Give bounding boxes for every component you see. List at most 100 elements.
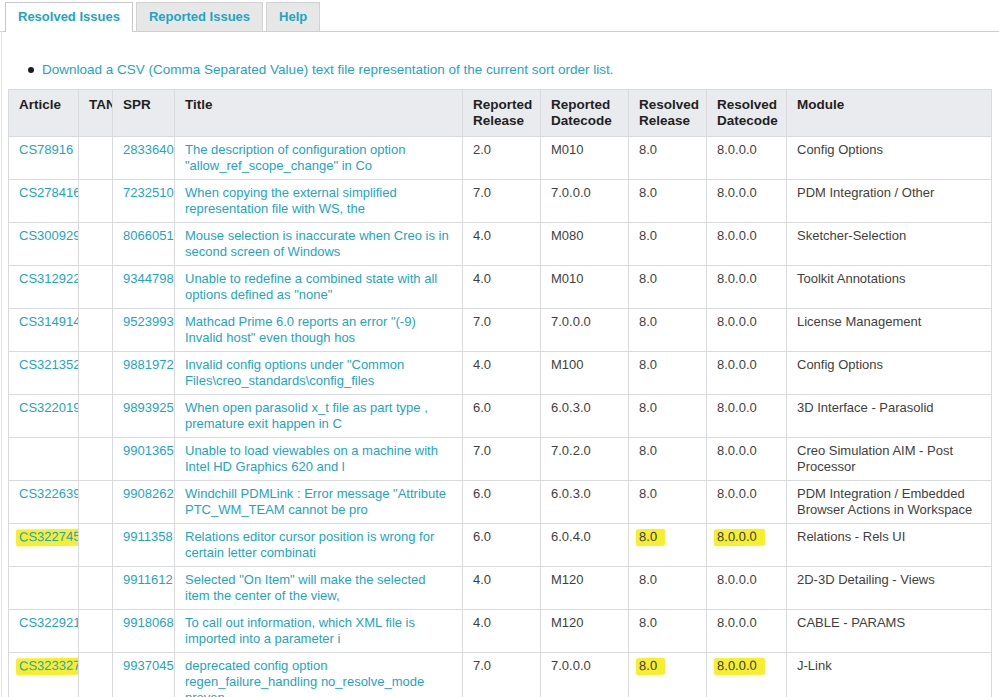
title-text[interactable]: Windchill PDMLink : Error message "Attri… (185, 486, 446, 517)
article-text[interactable]: CS322639 (19, 486, 79, 501)
article-text[interactable]: CS314914 (19, 314, 79, 329)
csv-download-link[interactable]: Download a CSV (Comma Separated Value) t… (42, 62, 614, 77)
title-text[interactable]: The description of configuration option … (185, 142, 405, 173)
spr-cell[interactable]: 9523993 (113, 309, 175, 352)
article-cell[interactable]: CS300929 (9, 223, 79, 266)
title-cell[interactable]: Invalid config options under "Common Fil… (175, 352, 463, 395)
spr-cell[interactable]: 9937045 (113, 653, 175, 697)
resolved-release-cell: 8.0 (629, 610, 707, 653)
spr-text[interactable]: 9911612 (123, 572, 173, 587)
article-cell[interactable]: CS312922 (9, 266, 79, 309)
reported-datecode-cell: M080 (541, 223, 629, 266)
spr-text[interactable]: 9908262 (123, 486, 174, 501)
article-cell[interactable]: CS322921 (9, 610, 79, 653)
spr-text[interactable]: 9344798 (123, 271, 174, 286)
column-header-module[interactable]: Module (787, 90, 992, 137)
title-text[interactable]: Selected "On Item" will make the selecte… (185, 572, 425, 603)
title-text[interactable]: Mathcad Prime 6.0 reports an error "(-9)… (185, 314, 416, 345)
table-row: CS322019 9893925 When open parasolid x_t… (9, 395, 992, 438)
article-highlighted-text[interactable]: CS322745 (16, 528, 79, 546)
title-cell[interactable]: Mathcad Prime 6.0 reports an error "(-9)… (175, 309, 463, 352)
column-header-reported-datecode[interactable]: Reported Datecode (541, 90, 629, 137)
spr-text[interactable]: 9911358 (123, 529, 173, 544)
table-row: 9911612 Selected "On Item" will make the… (9, 567, 992, 610)
column-header-title[interactable]: Title (175, 90, 463, 137)
tab-reported-issues[interactable]: Reported Issues (136, 2, 263, 31)
spr-text[interactable]: 9881972 (123, 357, 174, 372)
spr-text[interactable]: 9523993 (123, 314, 174, 329)
title-text[interactable]: Unable to redefine a combined state with… (185, 271, 437, 302)
article-cell[interactable]: CS314914 (9, 309, 79, 352)
article-cell[interactable]: CS78916 (9, 137, 79, 180)
spr-cell[interactable]: 8066051 (113, 223, 175, 266)
article-cell[interactable]: CS322745 (9, 524, 79, 567)
column-header-article[interactable]: Article (9, 90, 79, 137)
spr-text[interactable]: 9918068 (123, 615, 174, 630)
title-text[interactable]: To call out information, which XML file … (185, 615, 415, 646)
table-row: CS321352 9881972 Invalid config options … (9, 352, 992, 395)
article-cell[interactable] (9, 567, 79, 610)
reported-datecode-cell: M010 (541, 266, 629, 309)
module-text: Creo Simulation AIM - Post Processor (797, 443, 953, 474)
spr-cell[interactable]: 2833640 (113, 137, 175, 180)
title-text[interactable]: When open parasolid x_t file as part typ… (185, 400, 428, 431)
article-text[interactable]: CS312922 (19, 271, 79, 286)
spr-cell[interactable]: 9911358 (113, 524, 175, 567)
column-header-resolved-release[interactable]: Resolved Release (629, 90, 707, 137)
title-text[interactable]: Relations editor cursor position is wron… (185, 529, 434, 560)
spr-cell[interactable]: 9344798 (113, 266, 175, 309)
title-cell[interactable]: Mouse selection is inaccurate when Creo … (175, 223, 463, 266)
column-header-tan[interactable]: TAN (79, 90, 113, 137)
spr-text[interactable]: 7232510 (123, 185, 174, 200)
resolved-datecode-highlighted-text: 8.0.0.0 (714, 658, 765, 676)
article-text[interactable]: CS322921 (19, 615, 79, 630)
spr-cell[interactable]: 9911612 (113, 567, 175, 610)
article-cell[interactable]: CS321352 (9, 352, 79, 395)
title-text[interactable]: Invalid config options under "Common Fil… (185, 357, 404, 388)
title-cell[interactable]: Selected "On Item" will make the selecte… (175, 567, 463, 610)
article-text[interactable]: CS78916 (19, 142, 73, 157)
title-cell[interactable]: To call out information, which XML file … (175, 610, 463, 653)
article-cell[interactable] (9, 438, 79, 481)
article-text[interactable]: CS321352 (19, 357, 79, 372)
title-text[interactable]: Mouse selection is inaccurate when Creo … (185, 228, 449, 259)
spr-cell[interactable]: 7232510 (113, 180, 175, 223)
article-text[interactable]: CS278416 (19, 185, 79, 200)
article-text[interactable]: CS322019 (19, 400, 79, 415)
column-header-spr[interactable]: SPR (113, 90, 175, 137)
article-cell[interactable]: CS278416 (9, 180, 79, 223)
title-cell[interactable]: The description of configuration option … (175, 137, 463, 180)
title-cell[interactable]: Windchill PDMLink : Error message "Attri… (175, 481, 463, 524)
title-cell[interactable]: Unable to redefine a combined state with… (175, 266, 463, 309)
spr-text[interactable]: 9893925 (123, 400, 174, 415)
article-cell[interactable]: CS322019 (9, 395, 79, 438)
title-cell[interactable]: Relations editor cursor position is wron… (175, 524, 463, 567)
spr-cell[interactable]: 9918068 (113, 610, 175, 653)
spr-text[interactable]: 2833640 (123, 142, 174, 157)
spr-cell[interactable]: 9881972 (113, 352, 175, 395)
column-header-resolved-datecode[interactable]: Resolved Datecode (707, 90, 787, 137)
title-text[interactable]: Unable to load viewables on a machine wi… (185, 443, 438, 474)
spr-cell[interactable]: 9901365 (113, 438, 175, 481)
article-cell[interactable]: CS323327 (9, 653, 79, 697)
column-header-reported-release[interactable]: Reported Release (463, 90, 541, 137)
spr-text[interactable]: 9901365 (123, 443, 174, 458)
resolved-release-cell: 8.0 (629, 524, 707, 567)
article-highlighted-text[interactable]: CS323327 (16, 657, 79, 675)
title-text[interactable]: deprecated config option regen_failure_h… (185, 658, 424, 697)
title-cell[interactable]: When copying the external simplified rep… (175, 180, 463, 223)
spr-cell[interactable]: 9908262 (113, 481, 175, 524)
module-text: 3D Interface - Parasolid (797, 400, 934, 415)
resolved-datecode-cell: 8.0.0.0 (707, 223, 787, 266)
tab-help[interactable]: Help (266, 2, 320, 31)
title-cell[interactable]: deprecated config option regen_failure_h… (175, 653, 463, 697)
title-cell[interactable]: Unable to load viewables on a machine wi… (175, 438, 463, 481)
title-text[interactable]: When copying the external simplified rep… (185, 185, 397, 216)
article-text[interactable]: CS300929 (19, 228, 79, 243)
spr-cell[interactable]: 9893925 (113, 395, 175, 438)
spr-text[interactable]: 8066051 (123, 228, 174, 243)
article-cell[interactable]: CS322639 (9, 481, 79, 524)
spr-text[interactable]: 9937045 (123, 658, 174, 673)
title-cell[interactable]: When open parasolid x_t file as part typ… (175, 395, 463, 438)
tab-resolved-issues[interactable]: Resolved Issues (5, 2, 133, 32)
